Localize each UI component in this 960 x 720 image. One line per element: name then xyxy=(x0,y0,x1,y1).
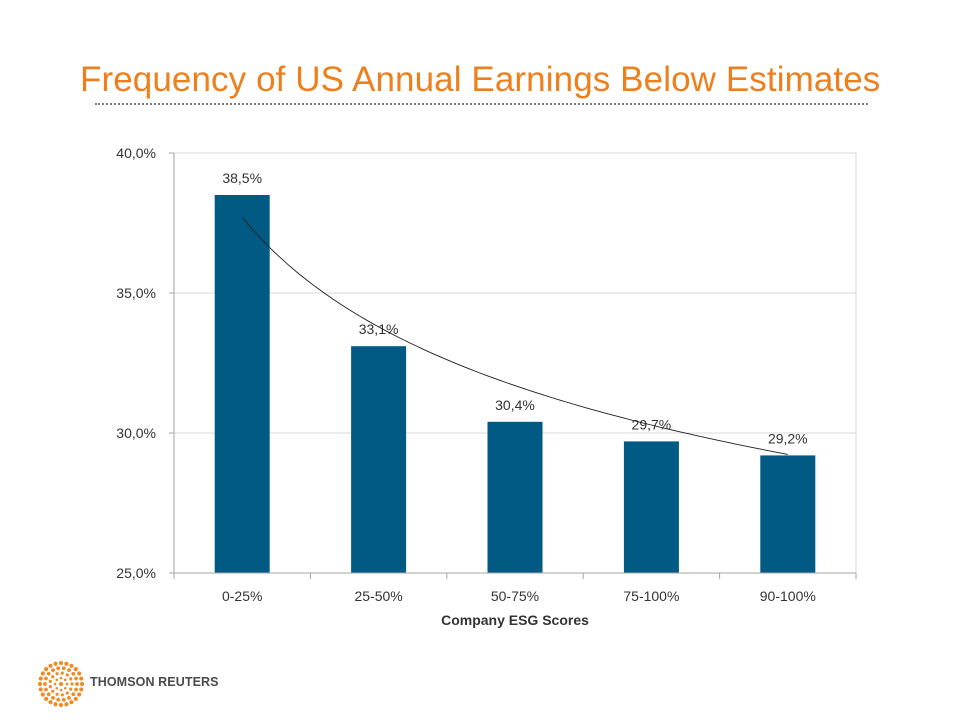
logo-dot xyxy=(55,678,59,682)
logo-dot xyxy=(73,696,78,701)
logo-dot xyxy=(71,692,76,697)
logo-dot xyxy=(58,661,64,666)
logo-text: THOMSON REUTERS xyxy=(90,675,219,689)
logo-dot xyxy=(60,671,64,675)
title-divider xyxy=(95,103,868,105)
logo-dot xyxy=(56,697,61,702)
logo-dot xyxy=(64,702,69,707)
x-axis-title: Company ESG Scores xyxy=(441,612,589,628)
x-tick-label: 0-25% xyxy=(222,588,262,604)
data-label: 38,5% xyxy=(222,170,262,186)
logo-dot xyxy=(79,687,84,692)
bar xyxy=(487,421,543,573)
logo-dot xyxy=(65,682,69,686)
slide-title: Frequency of US Annual Earnings Below Es… xyxy=(80,60,881,99)
logo-dot xyxy=(63,678,67,682)
bar xyxy=(760,455,816,573)
logo-dot xyxy=(77,692,82,697)
logo-dot xyxy=(56,666,61,671)
logo-dot xyxy=(69,677,73,681)
logo-dot xyxy=(48,700,53,705)
trend-line xyxy=(241,217,788,455)
logo-dot xyxy=(55,692,59,696)
bar xyxy=(623,441,679,573)
logo-dot xyxy=(60,693,64,697)
logo-dot xyxy=(46,671,51,676)
logo-dot xyxy=(77,671,82,676)
y-tick-label: 25,0% xyxy=(116,565,156,581)
logo-dot xyxy=(58,702,64,707)
logo-dot xyxy=(64,661,69,666)
bar xyxy=(351,346,407,573)
logo-dot xyxy=(38,687,43,692)
x-tick-label: 25-50% xyxy=(354,588,402,604)
logo-dot xyxy=(69,663,74,668)
logo-dot xyxy=(46,692,51,697)
logo-dot xyxy=(48,679,52,683)
logo-dot xyxy=(79,676,84,681)
logo-dot xyxy=(75,682,79,686)
logo-dot xyxy=(38,676,43,681)
logo-dot xyxy=(55,686,59,690)
logo-dot xyxy=(69,687,73,691)
y-tick-label: 35,0% xyxy=(116,285,156,301)
logo-dot xyxy=(67,668,71,673)
logo-dot xyxy=(40,692,45,697)
logo-dot xyxy=(74,676,78,681)
logo-dot xyxy=(44,676,48,681)
logo-dot xyxy=(79,681,84,687)
logo-dot xyxy=(65,673,69,677)
y-tick-label: 40,0% xyxy=(116,145,156,161)
logo-dot xyxy=(44,696,49,701)
logo-dot xyxy=(69,700,74,705)
logo-dot xyxy=(48,685,52,689)
logo-dot xyxy=(63,686,67,690)
logo-dot xyxy=(48,663,53,668)
logo-dot xyxy=(51,695,55,700)
thomson-reuters-logo-icon xyxy=(38,661,84,707)
logo-dot xyxy=(67,695,71,700)
logo-dot xyxy=(38,681,43,687)
logo-dot xyxy=(59,676,63,680)
logo-dot xyxy=(59,688,63,692)
x-tick-label: 90-100% xyxy=(760,588,816,604)
logo-dot xyxy=(53,682,57,686)
logo-dot xyxy=(53,702,58,707)
logo-dot xyxy=(53,661,58,666)
y-tick-label: 30,0% xyxy=(116,425,156,441)
logo-dot xyxy=(51,675,55,679)
x-tick-label: 75-100% xyxy=(623,588,679,604)
logo-dot xyxy=(65,691,69,695)
logo-dot xyxy=(59,682,63,686)
data-label: 30,4% xyxy=(495,397,535,413)
logo-dot xyxy=(51,689,55,693)
data-label: 29,7% xyxy=(632,416,672,432)
bar xyxy=(214,195,270,573)
logo-dot xyxy=(44,667,49,672)
logo-dot xyxy=(73,667,78,672)
x-tick-label: 50-75% xyxy=(491,588,539,604)
logo-dot xyxy=(43,682,47,686)
logo-dot xyxy=(40,671,45,676)
logo-dot xyxy=(44,687,48,692)
data-label: 33,1% xyxy=(359,321,399,337)
logo-dot xyxy=(61,697,66,702)
data-label: 29,2% xyxy=(768,430,808,446)
logo-dot xyxy=(71,671,76,676)
logo-dot xyxy=(70,682,74,686)
logo-dot xyxy=(51,668,55,673)
logo-dot xyxy=(55,672,59,676)
logo-dot xyxy=(74,687,78,692)
logo-dot xyxy=(61,666,66,671)
